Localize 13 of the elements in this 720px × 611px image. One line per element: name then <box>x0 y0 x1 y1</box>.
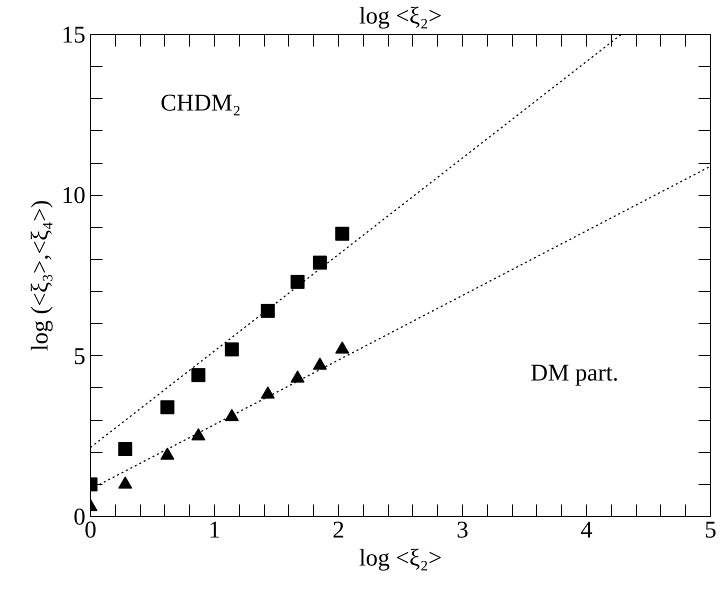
x-tick-label: 1 <box>208 518 220 544</box>
x-tick-label: 5 <box>704 518 716 544</box>
annotation: DM part. <box>530 360 618 386</box>
y-axis-title: log (<ξ₃>,<ξ₄>) <box>28 200 54 351</box>
x-tick-label: 4 <box>580 518 592 544</box>
x-tick-label: 3 <box>456 518 468 544</box>
annotation: CHDM₂ <box>160 90 241 116</box>
x-axis-title: log <ξ₂> <box>359 546 442 572</box>
y-tick-label: 15 <box>62 22 86 48</box>
y-tick-label: 5 <box>74 344 86 370</box>
x-tick-label: 2 <box>332 518 344 544</box>
y-tick-label: 10 <box>62 183 86 210</box>
x2-axis-title: log <ξ₂> <box>359 4 442 30</box>
